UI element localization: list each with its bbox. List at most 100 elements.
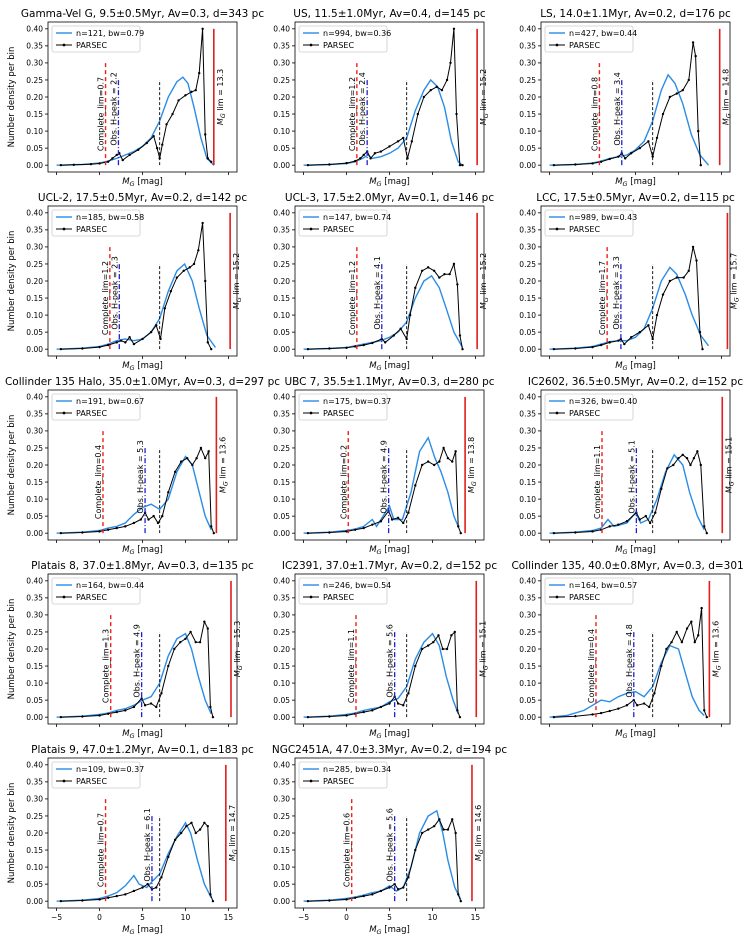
- y-tick-label: 0.40: [273, 761, 290, 770]
- parsec-point: [691, 245, 695, 249]
- x-axis-label: MG [mag]: [122, 545, 163, 556]
- parsec-point: [206, 341, 209, 344]
- h-peak-label: Obs. H-peak = 5.6: [386, 808, 395, 882]
- parsec-point: [432, 824, 436, 828]
- parsec-point: [345, 530, 348, 533]
- panel-title: UCL-3, 17.5±2.0Myr, Av=0.1, d=146 pc: [285, 192, 494, 204]
- parsec-point: [699, 463, 702, 467]
- parsec-point: [132, 342, 136, 346]
- parsec-point: [98, 530, 101, 533]
- y-tick-label: 0.25: [26, 260, 43, 269]
- parsec-point: [201, 27, 204, 31]
- legend-parsec-marker: [62, 43, 66, 47]
- panel-4: UCL-2, 17.5±0.5Myr, Av=0.2, d=142 pc 0.00…: [7, 192, 247, 372]
- y-tick-label: 0.00: [519, 161, 536, 170]
- legend-parsec-marker: [62, 595, 66, 599]
- parsec-point: [608, 525, 611, 528]
- parsec-point: [454, 831, 457, 835]
- parsec-point: [198, 71, 201, 75]
- parsec-point: [371, 341, 374, 345]
- legend-kde-label: n=185, bw=0.58: [76, 213, 144, 222]
- parsec-point: [552, 531, 556, 535]
- y-tick-label: 0.05: [26, 144, 43, 153]
- parsec-point: [457, 893, 460, 896]
- parsec-point: [81, 899, 84, 902]
- panel-5: UCL-3, 17.5±2.0Myr, Av=0.1, d=146 pc 0.00…: [273, 192, 494, 372]
- y-tick-label: 0.15: [273, 478, 290, 487]
- parsec-point: [81, 347, 84, 350]
- x-axis-label: MG [mag]: [369, 545, 410, 556]
- parsec-point: [379, 150, 383, 153]
- parsec-point: [204, 133, 207, 136]
- parsec-point: [204, 279, 207, 283]
- parsec-point: [670, 640, 673, 644]
- legend-parsec-label: PARSEC: [323, 41, 354, 50]
- mg-lim-label: MG lim = 14.8: [722, 69, 733, 125]
- legend-kde-label: n=427, bw=0.44: [569, 29, 637, 38]
- panel-title: IC2602, 36.5±0.5Myr, Av=0.2, d=152 pc: [528, 376, 743, 388]
- y-tick-label: 0.35: [26, 226, 43, 235]
- legend-parsec-label: PARSEC: [569, 41, 600, 50]
- parsec-point: [438, 276, 441, 279]
- parsec-point: [345, 346, 348, 350]
- parsec-point: [690, 620, 693, 623]
- axes-frame: [47, 389, 238, 541]
- parsec-point: [697, 129, 700, 133]
- parsec-point: [211, 715, 215, 719]
- y-tick-label: 0.40: [26, 577, 43, 586]
- parsec-point: [98, 345, 101, 349]
- kde-line: [303, 274, 464, 350]
- parsec-point: [128, 153, 131, 157]
- parsec-point: [306, 715, 310, 719]
- y-tick-label: 0.05: [26, 880, 43, 889]
- parsec-point: [623, 157, 627, 160]
- legend-parsec-label: PARSEC: [76, 225, 107, 234]
- parsec-point: [149, 702, 153, 705]
- y-tick-label: 0.00: [273, 529, 290, 538]
- parsec-point: [155, 886, 158, 889]
- parsec-point: [206, 824, 209, 828]
- parsec-point: [115, 526, 118, 530]
- parsec-point: [98, 898, 101, 901]
- parsec-point: [574, 163, 577, 166]
- y-tick-label: 0.25: [26, 76, 43, 85]
- parsec-line: [60, 222, 212, 350]
- parsec-point: [396, 702, 400, 705]
- y-tick-label: 0.40: [273, 393, 290, 402]
- y-tick-label: 0.15: [273, 110, 290, 119]
- axes-frame: [294, 757, 485, 909]
- legend-kde-label: n=121, bw=0.79: [76, 29, 144, 38]
- parsec-point: [345, 898, 348, 901]
- parsec-point: [209, 705, 212, 709]
- y-tick-label: 0.25: [26, 812, 43, 821]
- h-peak-label: Obs. H-peak = 2.3: [110, 256, 119, 330]
- y-tick-label: 0.10: [26, 127, 43, 136]
- y-tick-label: 0.00: [26, 713, 43, 722]
- parsec-point: [161, 143, 164, 146]
- parsec-point: [179, 460, 183, 463]
- y-tick-label: 0.15: [26, 294, 43, 303]
- panel-title: UCL-2, 17.5±0.5Myr, Av=0.2, d=142 pc: [38, 192, 247, 204]
- parsec-point: [625, 520, 629, 523]
- parsec-point: [173, 470, 177, 474]
- y-tick-label: 0.05: [519, 328, 536, 337]
- parsec-point: [206, 627, 209, 630]
- axes-frame: [294, 389, 485, 541]
- parsec-point: [132, 889, 136, 893]
- y-tick-label: 0.10: [519, 495, 536, 504]
- parsec-point: [167, 491, 170, 494]
- y-tick-label: 0.10: [519, 679, 536, 688]
- parsec-point: [681, 453, 684, 456]
- parsec-point: [353, 159, 357, 163]
- parsec-point: [552, 347, 556, 351]
- legend-kde-label: n=191, bw=0.67: [76, 397, 144, 406]
- x-axis-label: MG [mag]: [122, 177, 163, 188]
- y-tick-label: 0.30: [26, 427, 43, 436]
- parsec-point: [145, 141, 148, 145]
- y-tick-label: 0.10: [26, 495, 43, 504]
- y-tick-label: 0.40: [273, 25, 290, 34]
- parsec-point: [161, 514, 164, 518]
- y-tick-label: 0.05: [519, 144, 536, 153]
- parsec-point: [59, 899, 63, 903]
- y-tick-label: 0.30: [519, 427, 536, 436]
